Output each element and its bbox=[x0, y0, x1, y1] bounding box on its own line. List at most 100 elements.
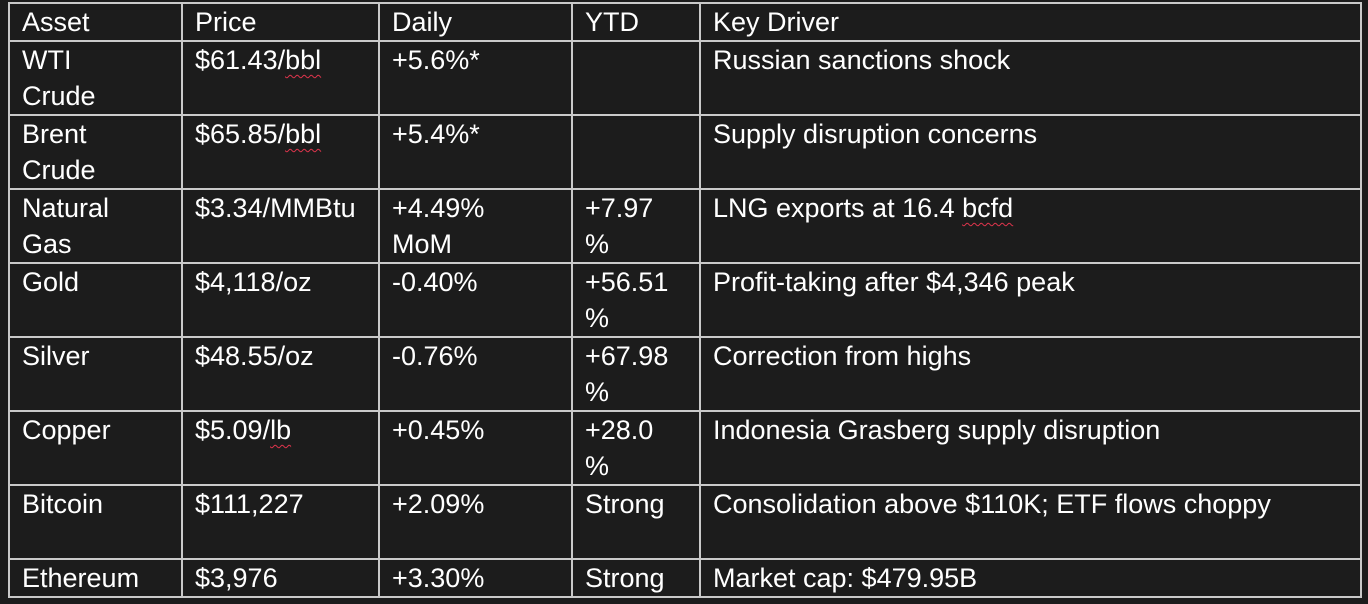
table-row: Natural Gas $3.34/MMBtu +4.49% MoM +7.97% LNG … bbox=[8, 188, 1362, 264]
cell-price[interactable]: $111,227 bbox=[181, 484, 380, 560]
cell-ytd[interactable]: +28.0% bbox=[571, 410, 701, 486]
cell-ytd[interactable]: +67.98% bbox=[571, 336, 701, 412]
price-text: $65.85/ bbox=[195, 119, 286, 149]
ytd-line: Strong bbox=[585, 563, 665, 593]
cell-key-driver[interactable]: Market cap: $479.95B bbox=[699, 558, 1362, 598]
header-key-driver[interactable]: Key Driver bbox=[699, 2, 1362, 42]
cell-key-driver[interactable]: Profit-taking after $4,346 peak bbox=[699, 262, 1362, 338]
cell-ytd[interactable] bbox=[571, 40, 701, 116]
price-text: $48.55/oz bbox=[195, 341, 314, 371]
table-row: WTI Crude $61.43/bbl +5.6%* Russian sanction… bbox=[8, 40, 1362, 116]
cell-asset[interactable]: Natural Gas bbox=[8, 188, 183, 264]
daily-line: +3.30% bbox=[392, 563, 485, 593]
cell-daily[interactable]: -0.40% bbox=[378, 262, 573, 338]
asset-line: Gold bbox=[22, 267, 80, 297]
spellcheck-word: lb bbox=[270, 415, 292, 445]
asset-line: WTI bbox=[22, 45, 72, 75]
ytd-line: % bbox=[585, 377, 610, 407]
cell-asset[interactable]: Ethereum bbox=[8, 558, 183, 598]
driver-text: LNG exports at 16.4 bbox=[713, 193, 963, 223]
table-row: Bitcoin $111,227 +2.09% Strong Consolidation… bbox=[8, 484, 1362, 560]
cell-daily[interactable]: -0.76% bbox=[378, 336, 573, 412]
table-row: Ethereum $3,976 +3.30% Strong Market cap: $4… bbox=[8, 558, 1362, 598]
cell-asset[interactable]: Copper bbox=[8, 410, 183, 486]
driver-text: Market cap: $479.95B bbox=[713, 563, 978, 593]
cell-ytd[interactable]: +7.97% bbox=[571, 188, 701, 264]
cell-key-driver[interactable]: Consolidation above $110K; ETF flows cho… bbox=[699, 484, 1362, 560]
price-text: $4,118/oz bbox=[195, 267, 312, 297]
ytd-line: +56.51 bbox=[585, 267, 669, 297]
daily-line: MoM bbox=[392, 229, 452, 259]
asset-line: Ethereum bbox=[22, 563, 140, 593]
table-row: Copper $5.09/lb +0.45% +28.0% Indonesia Gras… bbox=[8, 410, 1362, 486]
driver-text: Profit-taking after $4,346 peak bbox=[713, 267, 1075, 297]
cell-ytd[interactable]: Strong bbox=[571, 558, 701, 598]
cell-key-driver[interactable]: LNG exports at 16.4 bcfd bbox=[699, 188, 1362, 264]
table-row: Gold $4,118/oz -0.40% +56.51% Profit-taking … bbox=[8, 262, 1362, 338]
asset-line: Crude bbox=[22, 155, 96, 185]
cell-price[interactable]: $61.43/bbl bbox=[181, 40, 380, 116]
cell-price[interactable]: $3.34/MMBtu bbox=[181, 188, 380, 264]
daily-line: +0.45% bbox=[392, 415, 485, 445]
price-text: $61.43/ bbox=[195, 45, 286, 75]
daily-line: +5.4%* bbox=[392, 119, 480, 149]
commodities-table: Asset Price Daily YTD Key Driver WTI Crud… bbox=[8, 2, 1362, 598]
price-text-wrap: tu bbox=[333, 193, 356, 223]
ytd-line: % bbox=[585, 229, 610, 259]
cell-price[interactable]: $5.09/lb bbox=[181, 410, 380, 486]
asset-line: Bitcoin bbox=[22, 489, 104, 519]
header-asset[interactable]: Asset bbox=[8, 2, 183, 42]
cell-asset[interactable]: Silver bbox=[8, 336, 183, 412]
cell-daily[interactable]: +3.30% bbox=[378, 558, 573, 598]
driver-text: Supply disruption concerns bbox=[713, 119, 1038, 149]
header-daily[interactable]: Daily bbox=[378, 2, 573, 42]
price-text: $3,976 bbox=[195, 563, 278, 593]
ytd-line: +67.98 bbox=[585, 341, 669, 371]
cell-daily[interactable]: +0.45% bbox=[378, 410, 573, 486]
ytd-line: % bbox=[585, 451, 610, 481]
driver-text: Correction from highs bbox=[713, 341, 972, 371]
header-price[interactable]: Price bbox=[181, 2, 380, 42]
cell-daily[interactable]: +5.6%* bbox=[378, 40, 573, 116]
cell-price[interactable]: $4,118/oz bbox=[181, 262, 380, 338]
driver-text: Indonesia Grasberg supply disruption bbox=[713, 415, 1161, 445]
cell-ytd[interactable]: Strong bbox=[571, 484, 701, 560]
daily-line: -0.76% bbox=[392, 341, 478, 371]
header-row: Asset Price Daily YTD Key Driver bbox=[8, 2, 1362, 42]
cell-ytd[interactable] bbox=[571, 114, 701, 190]
cell-asset[interactable]: WTI Crude bbox=[8, 40, 183, 116]
asset-line: Natural bbox=[22, 193, 110, 223]
ytd-line: Strong bbox=[585, 489, 665, 519]
ytd-line: +28.0 bbox=[585, 415, 654, 445]
daily-line: -0.40% bbox=[392, 267, 478, 297]
cell-key-driver[interactable]: Correction from highs bbox=[699, 336, 1362, 412]
cell-daily[interactable]: +5.4%* bbox=[378, 114, 573, 190]
asset-line: Brent bbox=[22, 119, 87, 149]
cell-daily[interactable]: +2.09% bbox=[378, 484, 573, 560]
spellcheck-word: bcfd bbox=[962, 193, 1014, 223]
header-ytd[interactable]: YTD bbox=[571, 2, 701, 42]
cell-price[interactable]: $3,976 bbox=[181, 558, 380, 598]
cell-price[interactable]: $48.55/oz bbox=[181, 336, 380, 412]
cell-asset[interactable]: Bitcoin bbox=[8, 484, 183, 560]
cell-daily[interactable]: +4.49% MoM bbox=[378, 188, 573, 264]
ytd-line: +7.97 bbox=[585, 193, 654, 223]
asset-line: Gas bbox=[22, 229, 72, 259]
cell-ytd[interactable]: +56.51% bbox=[571, 262, 701, 338]
daily-line: +2.09% bbox=[392, 489, 485, 519]
cell-key-driver[interactable]: Indonesia Grasberg supply disruption bbox=[699, 410, 1362, 486]
cell-asset[interactable]: Brent Crude bbox=[8, 114, 183, 190]
daily-line: +5.6%* bbox=[392, 45, 480, 75]
daily-line: +4.49% bbox=[392, 193, 485, 223]
price-text: $111,227 bbox=[195, 489, 304, 519]
cell-price[interactable]: $65.85/bbl bbox=[181, 114, 380, 190]
asset-line: Copper bbox=[22, 415, 111, 445]
cell-key-driver[interactable]: Supply disruption concerns bbox=[699, 114, 1362, 190]
driver-text: Consolidation above $110K; ETF flows cho… bbox=[713, 489, 1271, 519]
spellcheck-word: bbl bbox=[285, 45, 322, 75]
asset-line: Silver bbox=[22, 341, 90, 371]
asset-line: Crude bbox=[22, 81, 96, 111]
price-text: $3.34/MMB bbox=[195, 193, 334, 223]
cell-key-driver[interactable]: Russian sanctions shock bbox=[699, 40, 1362, 116]
cell-asset[interactable]: Gold bbox=[8, 262, 183, 338]
